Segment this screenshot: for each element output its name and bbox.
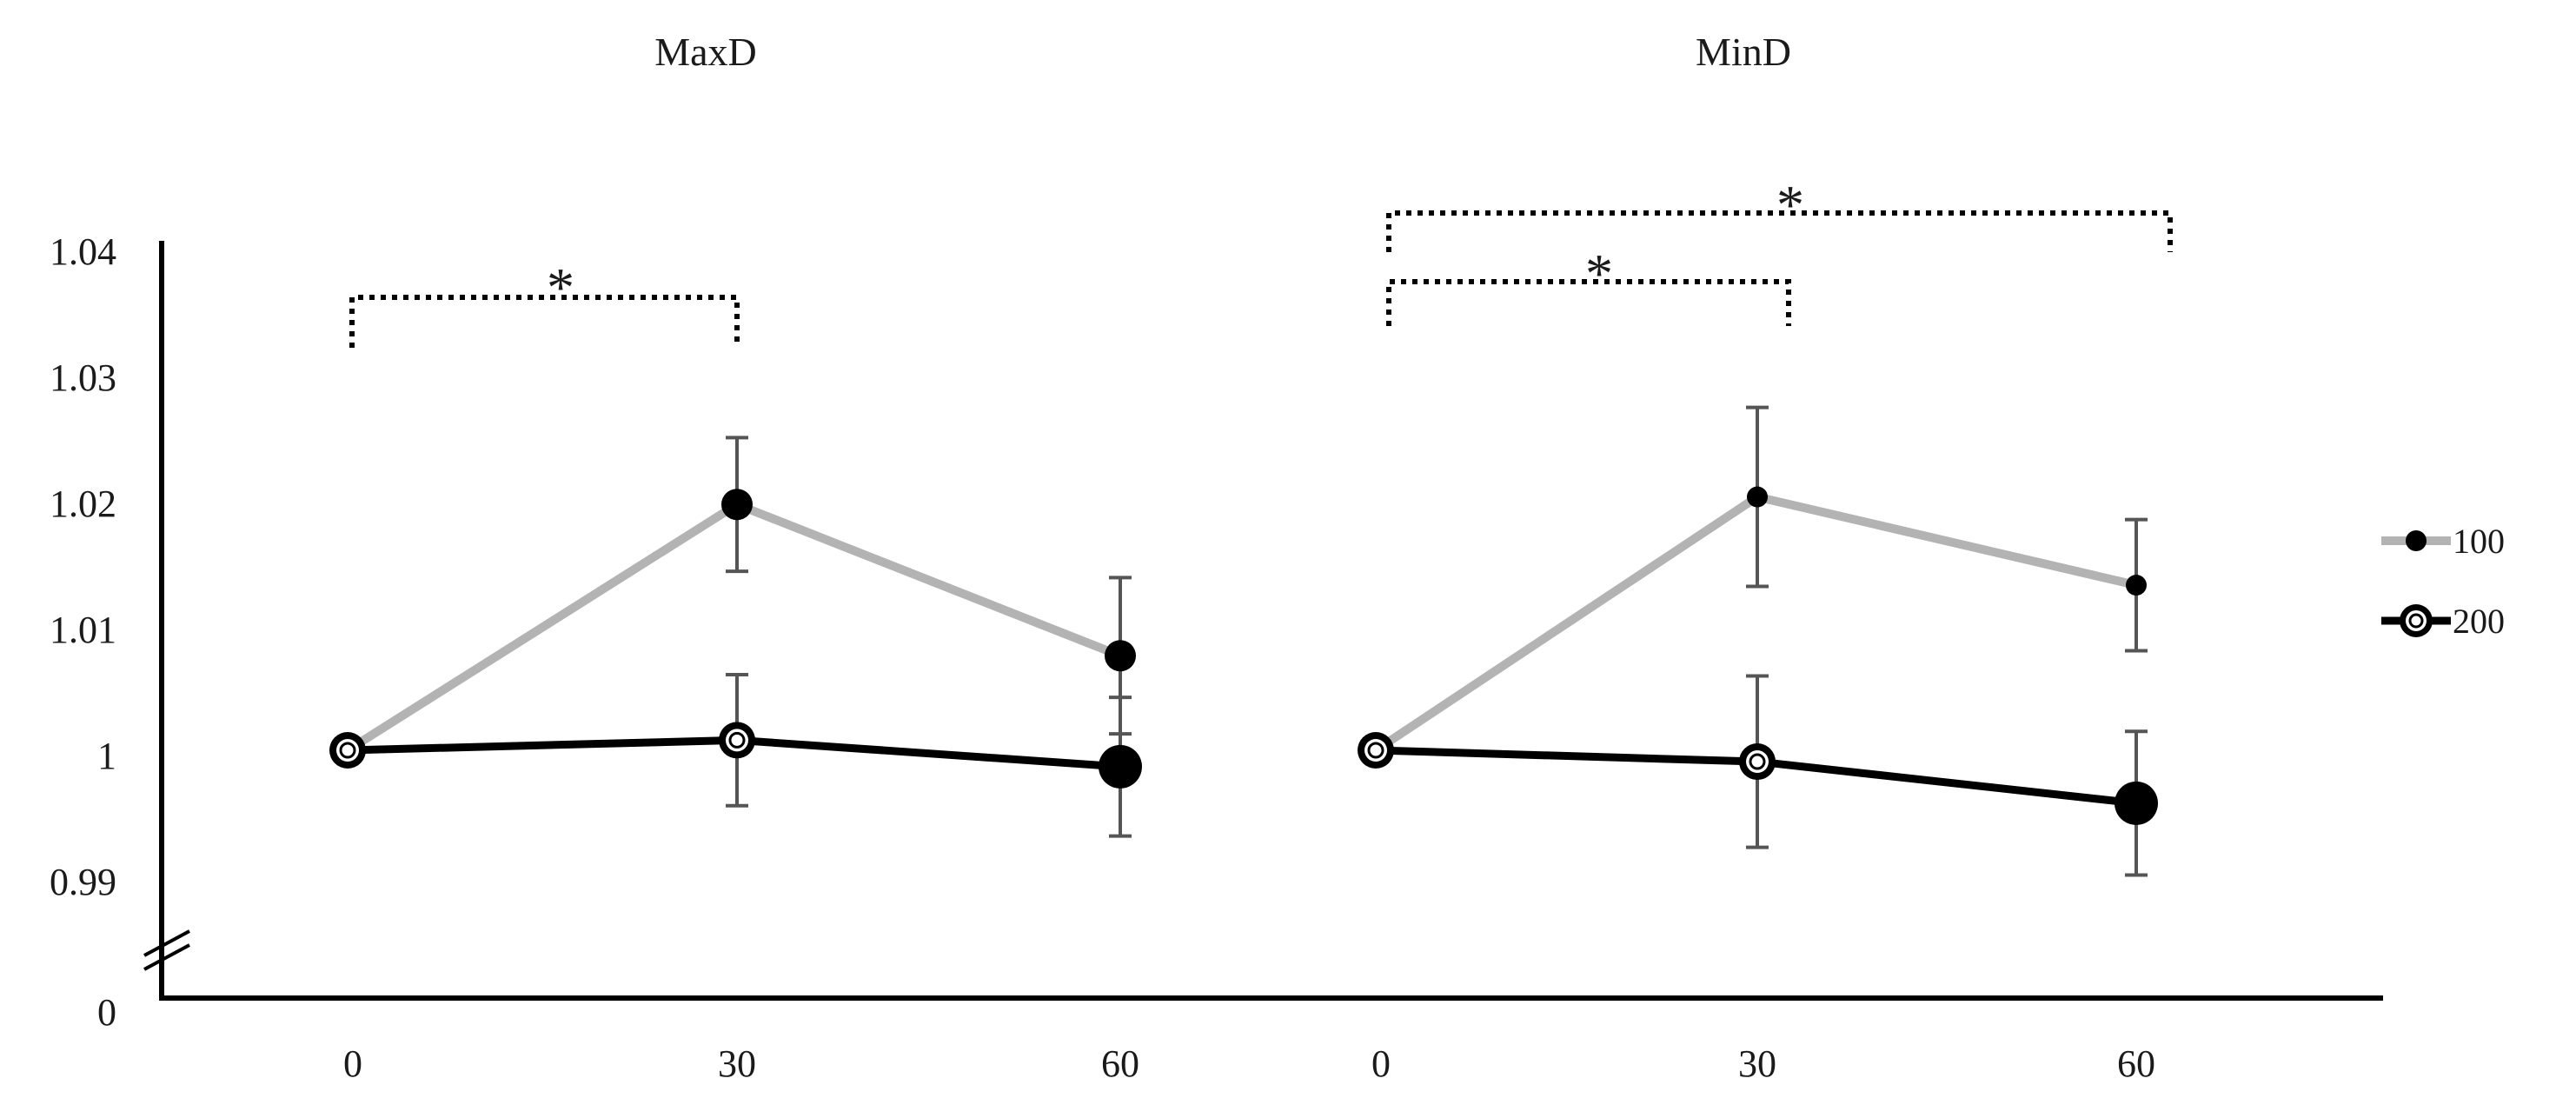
data-point-200: [2115, 781, 2158, 825]
data-point-100: [1105, 640, 1136, 672]
data-point-200: [1099, 744, 1142, 789]
axis-break-mark: [143, 943, 190, 971]
significance-bracket: [1386, 210, 2173, 252]
significance-bracket: [349, 295, 740, 348]
data-point-inner: [1749, 753, 1766, 770]
significance-star: *: [1776, 174, 1804, 236]
significance-bracket: [1386, 279, 1791, 326]
x-tick-label: 30: [1738, 1042, 1776, 1085]
significance-star: *: [1585, 243, 1613, 304]
legend-marker-100: [2406, 530, 2427, 551]
y-tick-label: 1: [97, 735, 116, 777]
data-point-100: [1747, 486, 1768, 508]
y-tick-label: 0.99: [50, 861, 116, 903]
data-point-100: [2126, 575, 2147, 596]
legend-label-100: 100: [2453, 522, 2505, 561]
y-tick-label: 1.02: [50, 483, 116, 525]
data-point-100: [721, 489, 753, 521]
data-point-inner: [339, 742, 356, 759]
x-tick-label: 60: [2117, 1042, 2155, 1085]
data-point-inner: [728, 731, 746, 749]
panel-title: MinD: [1696, 30, 1791, 74]
x-tick-label: 60: [1101, 1042, 1139, 1085]
y-tick-label: 1.04: [50, 230, 116, 273]
x-tick-label: 0: [1371, 1042, 1391, 1085]
x-tick-label: 30: [718, 1042, 756, 1085]
panel-title: MaxD: [654, 30, 757, 74]
significance-star: *: [547, 256, 574, 318]
y-tick-label: 0: [97, 991, 116, 1034]
x-tick-label: 0: [343, 1042, 362, 1085]
legend-label-200: 200: [2453, 602, 2505, 641]
data-point-inner: [1367, 742, 1384, 759]
legend-marker-inner: [2408, 613, 2424, 629]
series-line-100: [345, 500, 1122, 755]
axis-break-mark: [143, 929, 190, 957]
y-tick-label: 1.03: [50, 356, 116, 399]
y-tick-label: 1.01: [50, 609, 116, 651]
